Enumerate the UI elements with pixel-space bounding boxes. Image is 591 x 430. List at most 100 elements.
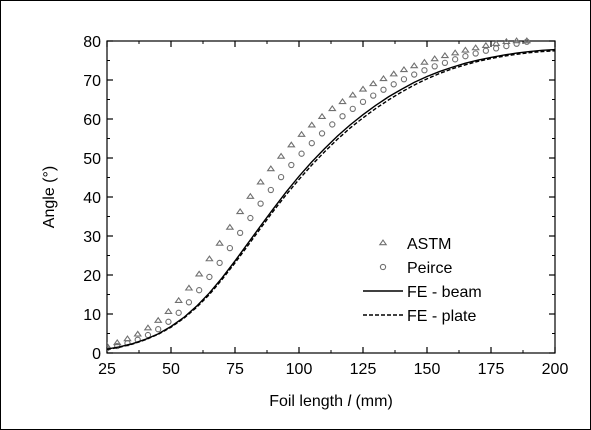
data-point bbox=[348, 91, 358, 98]
data-point bbox=[440, 51, 450, 59]
data-point bbox=[308, 140, 315, 147]
data-point bbox=[409, 62, 419, 69]
data-point bbox=[339, 113, 346, 120]
legend-item: Peirce bbox=[379, 260, 452, 277]
data-point bbox=[338, 97, 347, 105]
data-point bbox=[471, 44, 480, 51]
legend-item: FE - beam bbox=[363, 284, 482, 301]
data-point bbox=[462, 53, 469, 60]
data-point bbox=[153, 316, 163, 323]
data-point bbox=[246, 192, 255, 199]
data-point bbox=[481, 41, 491, 48]
x-tick-label: 150 bbox=[414, 361, 441, 378]
legend-marker-circle bbox=[379, 263, 387, 271]
x-tick-label: 100 bbox=[286, 361, 313, 378]
series-line bbox=[107, 48, 555, 350]
data-point bbox=[461, 46, 470, 53]
data-point bbox=[112, 339, 122, 346]
data-point bbox=[225, 223, 235, 230]
x-tick-label: 75 bbox=[226, 361, 244, 378]
x-tick-label: 50 bbox=[162, 361, 180, 378]
data-point bbox=[380, 86, 387, 93]
y-tick-label: 20 bbox=[83, 268, 101, 285]
data-point bbox=[133, 330, 142, 337]
data-point bbox=[349, 105, 356, 113]
data-point bbox=[143, 324, 153, 331]
data-point bbox=[216, 259, 223, 267]
y-tick-label: 30 bbox=[83, 229, 101, 246]
y-tick-label: 0 bbox=[92, 346, 101, 363]
data-point bbox=[114, 342, 121, 350]
data-point bbox=[288, 161, 295, 169]
y-tick-label: 80 bbox=[83, 34, 101, 51]
data-point bbox=[155, 326, 162, 333]
legend-marker-triangle bbox=[378, 239, 388, 246]
data-point bbox=[431, 63, 438, 70]
data-point bbox=[368, 80, 378, 87]
data-point bbox=[257, 200, 264, 207]
data-point bbox=[503, 42, 510, 50]
data-point bbox=[492, 45, 500, 52]
x-tick-label: 175 bbox=[478, 361, 505, 378]
axis-ticks: 25 50 75 100 125 150 175 200 0 10 20 30 40 50 60 70 80 bbox=[83, 34, 568, 378]
data-point bbox=[165, 318, 172, 325]
series-line bbox=[107, 50, 555, 351]
y-tick-label: 50 bbox=[83, 151, 101, 168]
data-point bbox=[277, 173, 285, 181]
data-point bbox=[205, 255, 214, 262]
data-point bbox=[184, 284, 194, 291]
data-point bbox=[276, 152, 286, 159]
legend-item: FE - plate bbox=[363, 308, 476, 325]
x-tick-label: 200 bbox=[542, 361, 569, 378]
y-tick-label: 70 bbox=[83, 73, 101, 90]
data-point bbox=[307, 121, 317, 128]
legend: ASTM Peirce FE - beam FE - plate bbox=[363, 236, 482, 325]
data-point bbox=[450, 49, 460, 56]
y-tick-label: 60 bbox=[83, 112, 101, 129]
data-point bbox=[174, 296, 183, 304]
data-point bbox=[399, 66, 409, 73]
x-axis-title: Foil length l (mm) bbox=[269, 393, 393, 410]
data-point bbox=[389, 70, 398, 77]
data-point bbox=[194, 270, 204, 277]
data-point bbox=[226, 244, 234, 252]
legend-label: FE - plate bbox=[407, 308, 476, 325]
data-point bbox=[247, 214, 254, 222]
data-point bbox=[107, 342, 112, 349]
data-point bbox=[379, 74, 388, 82]
data-point bbox=[420, 58, 429, 65]
data-point bbox=[287, 141, 296, 148]
data-point bbox=[370, 92, 377, 99]
plot-area bbox=[106, 40, 556, 354]
data-point bbox=[196, 287, 203, 294]
data-point bbox=[390, 81, 397, 88]
data-point bbox=[298, 150, 305, 157]
data-point bbox=[472, 50, 479, 57]
y-tick-label: 10 bbox=[83, 307, 101, 324]
data-point bbox=[236, 229, 244, 237]
data-point bbox=[411, 71, 418, 78]
data-point bbox=[164, 307, 173, 314]
x-tick-label: 125 bbox=[350, 361, 377, 378]
legend-item: ASTM bbox=[378, 236, 451, 253]
data-point bbox=[430, 55, 439, 62]
y-axis-title: Angle (°) bbox=[41, 166, 58, 228]
data-point bbox=[215, 239, 224, 246]
series-peirce bbox=[107, 38, 530, 352]
data-point bbox=[513, 40, 520, 47]
data-point bbox=[522, 37, 532, 44]
data-point bbox=[123, 335, 132, 342]
data-point bbox=[318, 130, 326, 137]
data-point bbox=[328, 105, 337, 112]
data-point bbox=[482, 47, 490, 54]
data-point bbox=[256, 178, 265, 185]
data-point bbox=[206, 273, 213, 281]
legend-label: FE - beam bbox=[407, 284, 482, 301]
legend-label: ASTM bbox=[407, 236, 451, 253]
data-point bbox=[235, 207, 245, 215]
series-fe-plate bbox=[107, 50, 555, 351]
data-point bbox=[421, 67, 428, 74]
data-point bbox=[523, 38, 530, 45]
